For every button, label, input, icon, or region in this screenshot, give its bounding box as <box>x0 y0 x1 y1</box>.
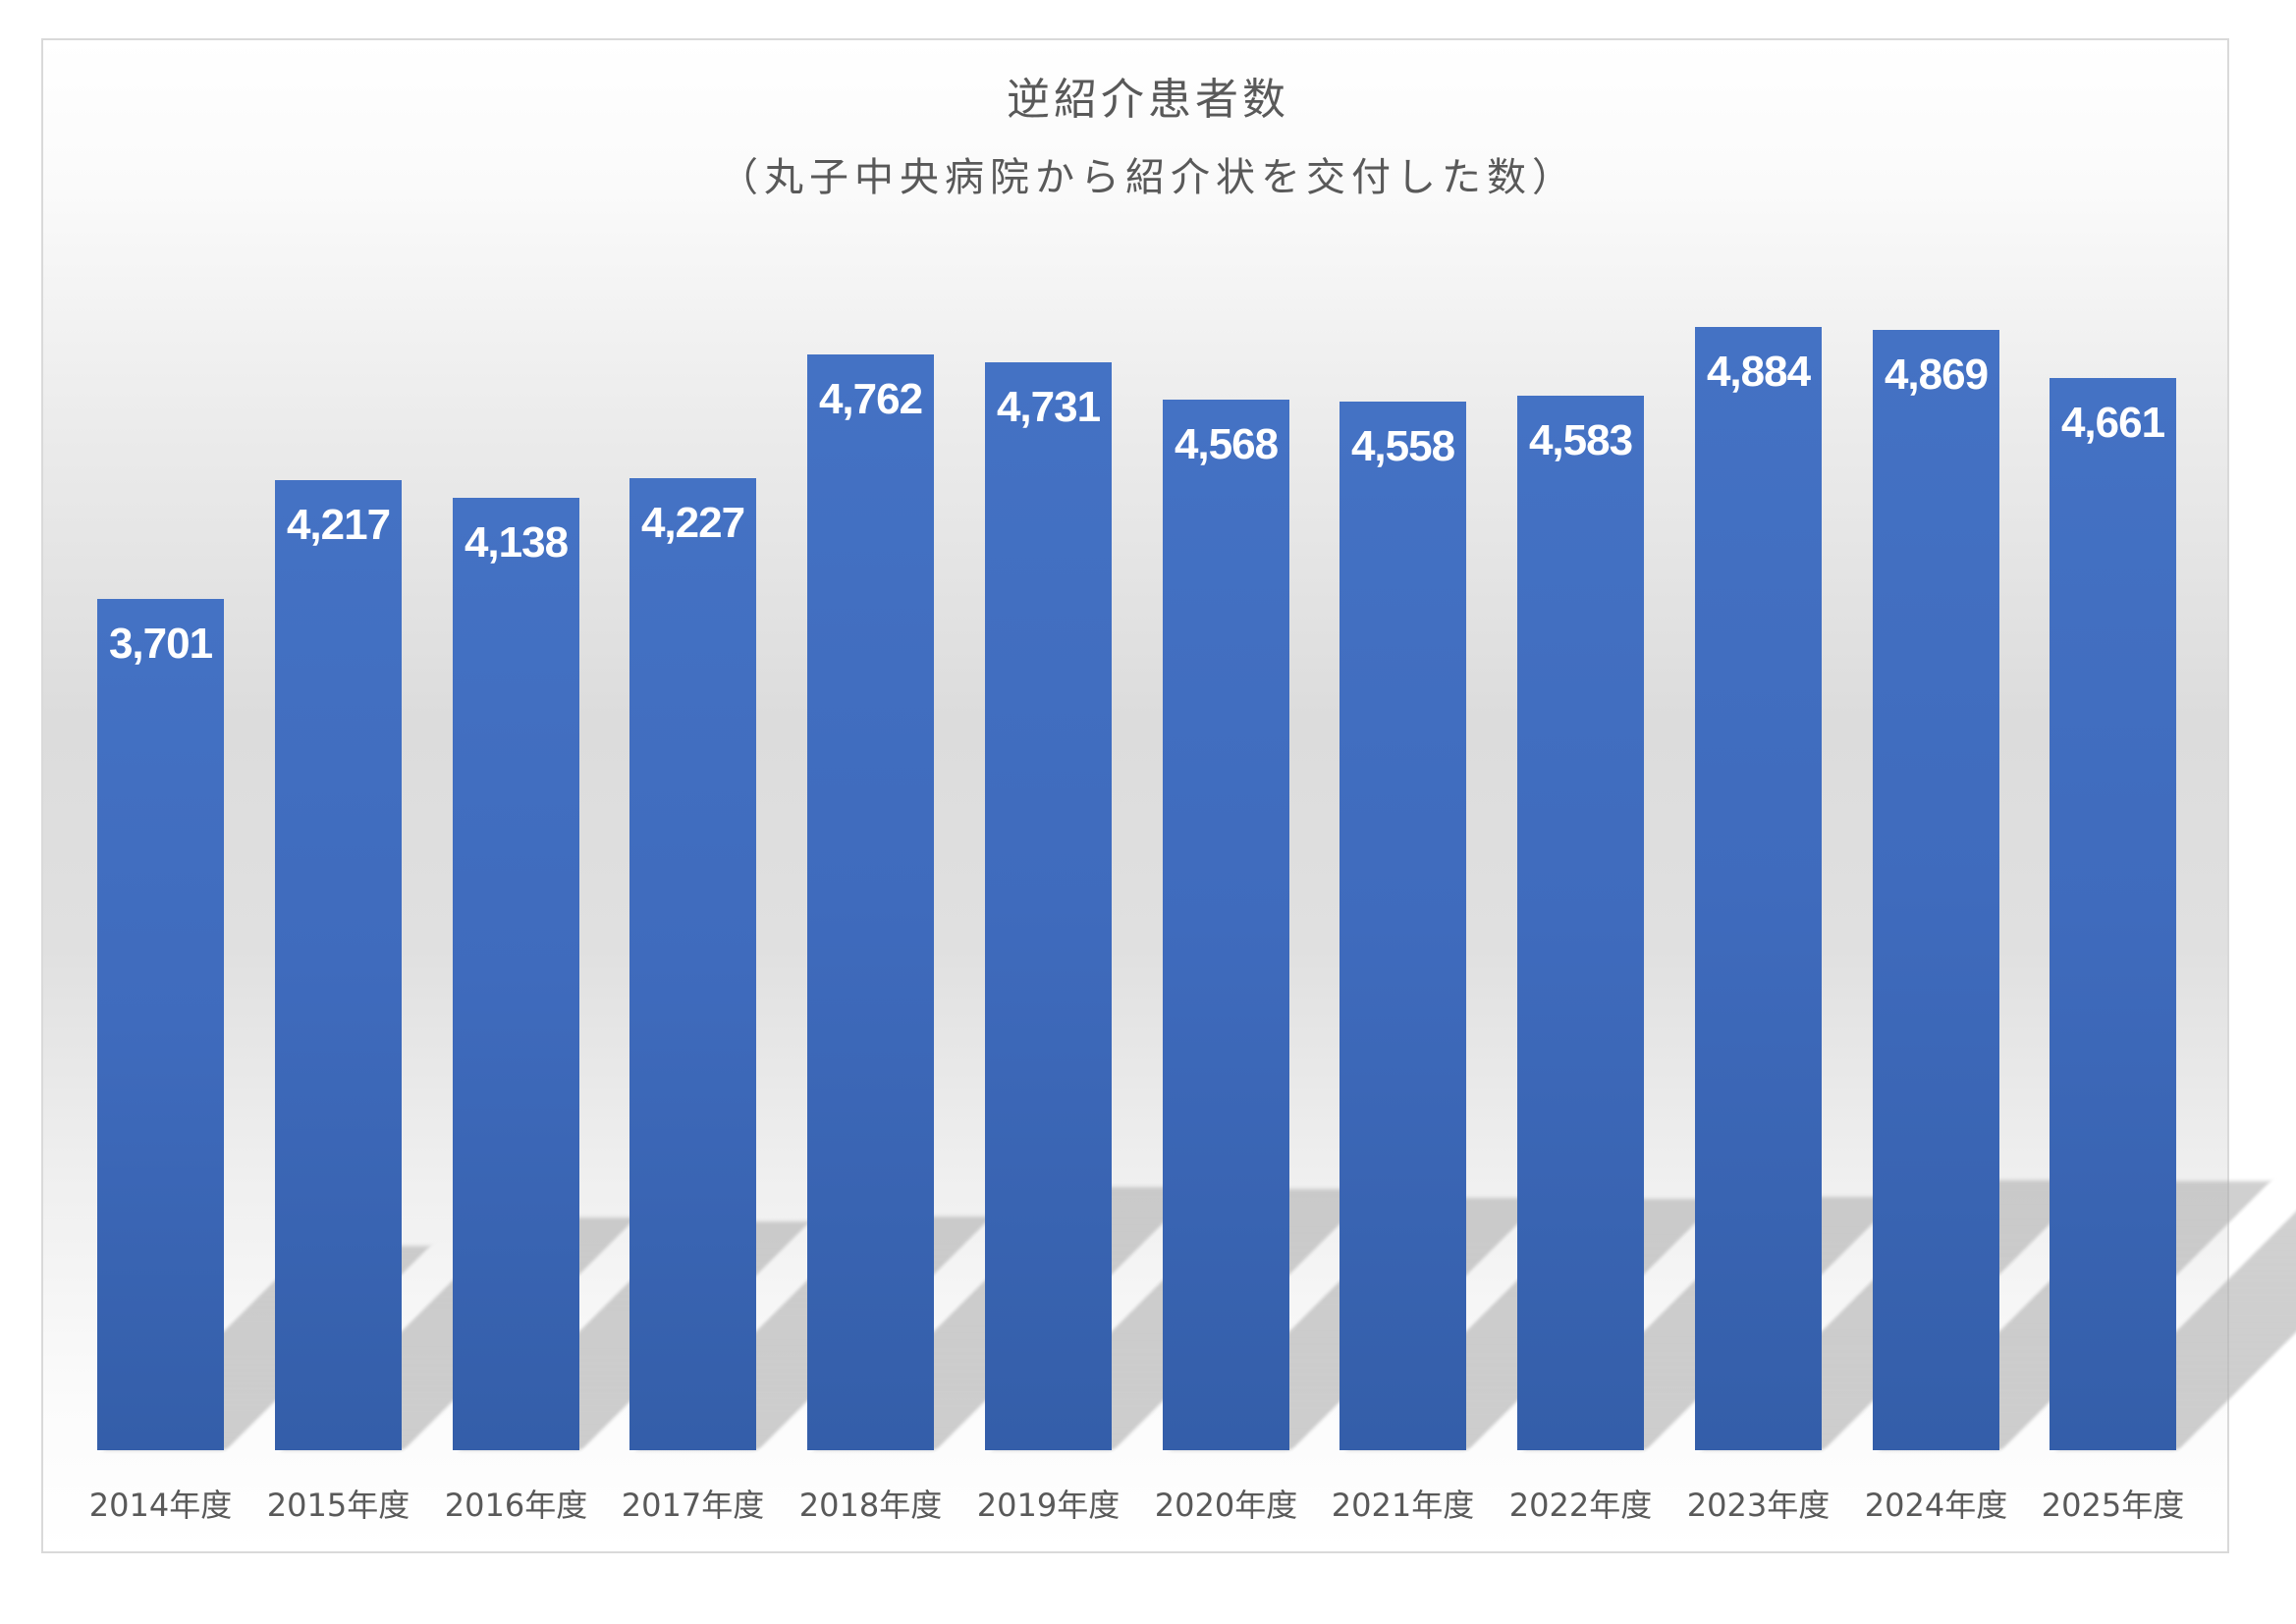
x-axis-label: 2014年度 <box>88 1487 233 1524</box>
bar-2022年度: 4,583 <box>1517 396 1644 1450</box>
x-axis-label: 2017年度 <box>621 1487 765 1524</box>
data-label: 4,731 <box>996 383 1101 431</box>
x-axis-label: 2021年度 <box>1331 1487 1475 1524</box>
data-label: 4,762 <box>818 375 923 423</box>
x-axis-label: 2025年度 <box>2041 1487 2185 1524</box>
x-axis-label: 2022年度 <box>1508 1487 1653 1524</box>
bar-2019年度: 4,731 <box>985 362 1112 1450</box>
data-label: 4,869 <box>1884 351 1989 399</box>
bar-2023年度: 4,884 <box>1695 327 1822 1450</box>
x-axis-label: 2023年度 <box>1686 1487 1831 1524</box>
bar-2025年度: 4,661 <box>2050 378 2176 1450</box>
data-label: 4,583 <box>1528 416 1633 464</box>
x-axis-label: 2024年度 <box>1864 1487 2008 1524</box>
x-axis-label: 2020年度 <box>1154 1487 1298 1524</box>
data-label: 4,568 <box>1174 420 1279 468</box>
data-label: 4,227 <box>640 499 745 547</box>
data-label: 4,884 <box>1706 348 1811 396</box>
x-axis-label: 2015年度 <box>266 1487 410 1524</box>
bar-2020年度: 4,568 <box>1163 400 1289 1450</box>
chart-subtitle: （丸子中央病院から紹介状を交付した数） <box>719 155 1577 200</box>
data-label: 4,558 <box>1350 422 1455 470</box>
chart-title: 逆紹介患者数 <box>1007 75 1289 125</box>
bar-2024年度: 4,869 <box>1873 330 1999 1450</box>
data-label: 4,661 <box>2060 399 2165 447</box>
bar-2016年度: 4,138 <box>453 498 579 1450</box>
bar-2017年度: 4,227 <box>629 478 756 1450</box>
bar-2015年度: 4,217 <box>275 480 402 1450</box>
x-axis-label: 2019年度 <box>976 1487 1121 1524</box>
bar-2014年度: 3,701 <box>97 599 224 1450</box>
data-label: 4,217 <box>286 501 391 549</box>
data-label: 3,701 <box>108 620 213 668</box>
bar-2018年度: 4,762 <box>807 354 934 1450</box>
x-axis-label: 2016年度 <box>444 1487 588 1524</box>
x-axis-label: 2018年度 <box>798 1487 943 1524</box>
data-label: 4,138 <box>464 518 569 567</box>
bar-2021年度: 4,558 <box>1339 402 1466 1450</box>
